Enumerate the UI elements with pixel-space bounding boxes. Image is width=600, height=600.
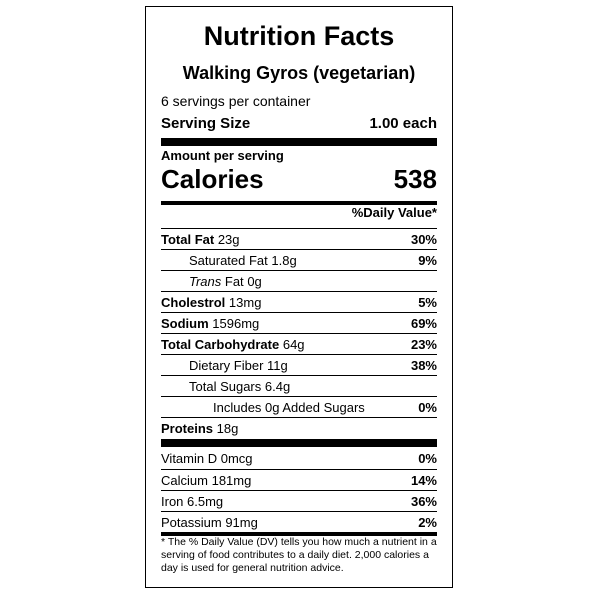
medium-divider [161,201,437,205]
nutrient-amount: 64g [282,337,305,352]
nutrient-row-dietary-fiber: Dietary Fiber 11g 38% [161,354,437,375]
vitamin-dv: 2% [418,515,437,530]
nutrient-dv: 0% [418,400,437,415]
nutrient-dv: 30% [410,232,437,247]
nutrient-row-proteins: Proteins 18g [161,417,437,438]
footnote: * The % Daily Value (DV) tells you how m… [161,536,437,574]
vitamin-name: Vitamin D [161,451,218,466]
servings-per-container: 6 servings per container [161,93,311,109]
vitamin-name: Potassium [161,515,222,530]
nutrient-name: Total Fat [161,232,215,247]
calories-label: Calories [161,164,264,194]
nutrient-name: Includes 0g Added Sugars [213,400,365,415]
nutrient-dv: 38% [410,358,437,373]
nutrient-dv: 5% [418,295,437,310]
nutrient-name: Dietary Fiber [189,358,264,373]
nutrient-name: Proteins [161,421,214,436]
nutrient-row-saturated-fat: Saturated Fat 1.8g 9% [161,249,437,270]
vitamin-amount: 181mg [211,473,252,488]
nutrient-amount: 0g [247,274,262,289]
vitamin-amount: 91mg [225,515,258,530]
serving-size-value: 1.00 each [369,115,437,132]
vitamin-row-calcium: Calcium 181mg 14% [161,469,437,490]
vitamin-dv: 36% [410,494,437,509]
vitamin-row-vitamin-d: Vitamin D 0mcg 0% [161,448,437,469]
nutrient-amount: 1.8g [271,253,297,268]
nutrient-amount: 6.4g [264,379,291,394]
thick-divider [161,439,437,447]
amount-per-serving: Amount per serving [161,148,284,163]
nutrient-amount: 1596mg [212,316,260,331]
nutrient-name-suffix: Fat [224,274,244,289]
calories-value: 538 [393,164,437,194]
nutrient-name: Trans [189,274,222,289]
nutrient-row-cholestrol: Cholestrol 13mg 5% [161,291,437,312]
nutrient-row-total-carbohydrate: Total Carbohydrate 64g 23% [161,333,437,354]
nutrient-row-total-sugars: Total Sugars 6.4g [161,375,437,396]
recipe-name: Walking Gyros (vegetarian) [182,63,416,83]
nutrient-amount: 11g [267,358,288,373]
serving-size-label: Serving Size [161,115,251,132]
nutrient-amount: 23g [217,232,240,247]
thick-divider [161,138,437,146]
nutrient-name: Sodium [161,316,209,331]
nutrient-row-trans-fat: Trans Fat 0g [161,270,437,291]
daily-value-header: %Daily Value* [351,205,437,220]
nutrient-row-total-fat: Total Fat 23g 30% [161,228,437,249]
vitamin-dv: 14% [410,473,437,488]
medium-divider [161,532,437,536]
label-title: Nutrition Facts [203,21,395,51]
vitamin-dv: 0% [418,451,437,466]
nutrient-row-added-sugars: Includes 0g Added Sugars 0% [161,396,437,417]
nutrient-dv: 23% [410,337,437,352]
vitamin-amount: 6.5mg [187,494,224,509]
nutrient-dv: 9% [418,253,437,268]
serving-size-row: Serving Size 1.00 each [161,115,437,132]
vitamin-row-potassium: Potassium 91mg 2% [161,511,437,532]
nutrient-dv: 69% [410,316,437,331]
nutrient-amount: 18g [216,421,239,436]
vitamin-name: Iron [161,494,184,509]
nutrient-name: Total Sugars [189,379,262,394]
vitamin-name: Calcium [161,473,208,488]
nutrient-row-sodium: Sodium 1596mg 69% [161,312,437,333]
nutrient-amount: 13mg [228,295,262,310]
vitamin-amount: 0mcg [220,451,253,466]
nutrient-name: Saturated Fat [189,253,268,268]
nutrition-facts-label: Nutrition Facts Walking Gyros (vegetaria… [145,6,453,588]
vitamin-row-iron: Iron 6.5mg 36% [161,490,437,511]
calories-row: Calories 538 [161,164,437,195]
nutrient-name: Cholestrol [161,295,226,310]
nutrient-name: Total Carbohydrate [161,337,280,352]
